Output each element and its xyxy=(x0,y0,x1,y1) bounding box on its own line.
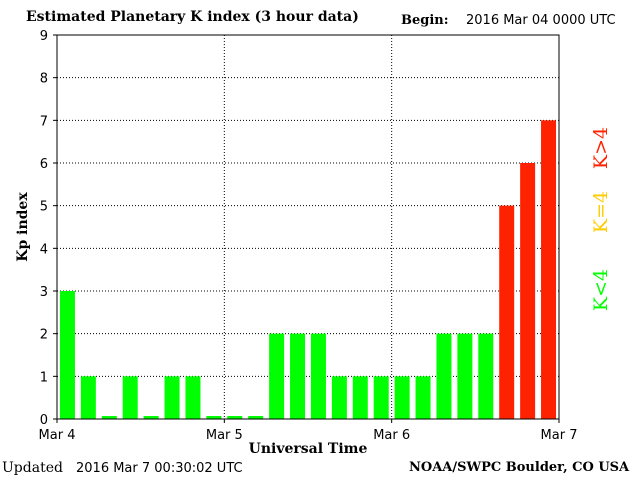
kp-bar xyxy=(394,376,410,419)
kp-bar xyxy=(227,416,243,419)
updated-value: 2016 Mar 7 00:30:02 UTC xyxy=(76,461,243,476)
x-tick-label: Mar 5 xyxy=(206,428,243,443)
x-tick-label: Mar 7 xyxy=(541,428,578,443)
x-tick-label: Mar 6 xyxy=(373,428,410,443)
grid xyxy=(57,35,559,419)
ticks: 0 1 2 3 4 5 6 7 8 9 Mar 4 Mar 5 Mar 6 Mar 7 xyxy=(39,29,578,443)
kp-bar xyxy=(352,376,368,419)
plot-frame xyxy=(56,34,560,420)
kp-bar xyxy=(415,376,431,419)
y-tick-label: 4 xyxy=(40,242,48,257)
kp-bar xyxy=(457,333,473,419)
kp-bar xyxy=(541,120,557,419)
y-tick-label: 5 xyxy=(40,200,48,215)
kp-bar xyxy=(331,376,347,419)
y-tick-label: 3 xyxy=(40,285,48,300)
legend-entry: K=4 xyxy=(590,191,612,233)
kp-bar xyxy=(185,376,201,419)
y-axis-title: Kp index xyxy=(15,192,31,262)
y-tick-label: 1 xyxy=(40,370,48,385)
kp-bar xyxy=(164,376,180,419)
chart-title: Estimated Planetary K index (3 hour data… xyxy=(26,9,359,25)
y-tick-label: 2 xyxy=(40,328,48,343)
y-tick-label: 9 xyxy=(40,29,48,44)
kp-bar xyxy=(269,333,285,419)
updated-label: Updated xyxy=(2,460,63,476)
kp-bar xyxy=(206,416,222,419)
kp-bar xyxy=(122,376,138,419)
y-tick-label: 6 xyxy=(40,157,48,172)
x-tick-label: Mar 4 xyxy=(39,428,76,443)
begin-label: Begin: xyxy=(401,13,449,28)
kp-bar xyxy=(478,333,494,419)
kp-bar xyxy=(143,416,159,419)
y-tick-label: 7 xyxy=(40,114,48,129)
kp-bar xyxy=(80,376,96,419)
bars xyxy=(59,120,557,419)
y-tick-label: 0 xyxy=(40,413,48,428)
y-tick-label: 8 xyxy=(40,72,48,87)
legend: K<4 K=4 K>4 xyxy=(590,127,612,311)
kp-bar xyxy=(499,205,515,419)
kp-bar xyxy=(310,333,326,419)
kp-bar xyxy=(290,333,306,419)
legend-entry: K<4 xyxy=(590,269,612,311)
credit-label: NOAA/SWPC Boulder, CO USA xyxy=(409,460,630,475)
kp-bar xyxy=(436,333,452,419)
kp-bar xyxy=(248,416,264,419)
legend-entry: K>4 xyxy=(590,127,612,169)
kp-bar xyxy=(101,416,117,419)
begin-value: 2016 Mar 04 0000 UTC xyxy=(466,13,616,28)
x-axis-title: Universal Time xyxy=(249,441,368,457)
kp-bar xyxy=(520,163,536,419)
kp-bar xyxy=(59,291,75,419)
kp-bar xyxy=(373,376,389,419)
